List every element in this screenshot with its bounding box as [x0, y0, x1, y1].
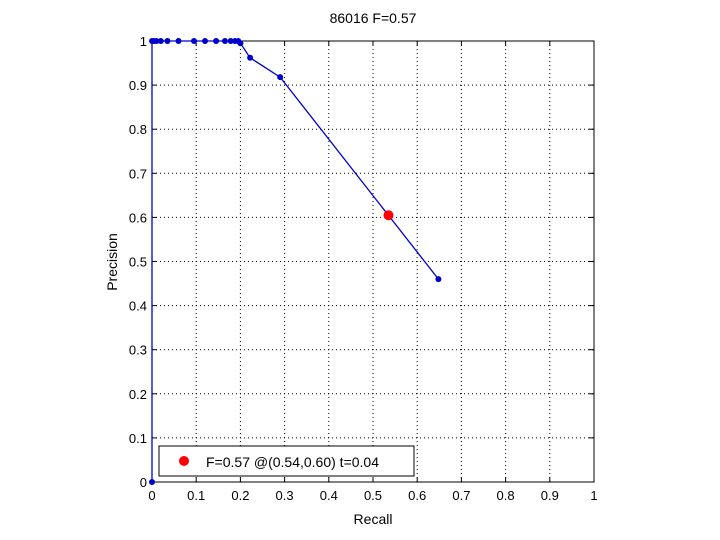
- pr-curve-point: [221, 38, 228, 44]
- y-tick-label: 0: [140, 475, 147, 490]
- pr-curve-point: [157, 38, 164, 44]
- pr-curve-point: [202, 38, 209, 44]
- x-tick-label: 0: [148, 488, 155, 503]
- pr-curve-point: [435, 276, 442, 283]
- x-tick-label: 0.5: [364, 488, 382, 503]
- legend-box: [158, 445, 415, 477]
- x-axis-label: Recall: [354, 511, 393, 527]
- y-axis-label: Precision: [104, 233, 120, 291]
- legend: F=0.57 @(0.54,0.60) t=0.04: [158, 445, 415, 477]
- x-tick-label: 0.8: [497, 488, 515, 503]
- y-tick-label: 0.7: [129, 166, 147, 181]
- legend-label: F=0.57 @(0.54,0.60) t=0.04: [206, 454, 379, 470]
- x-tick-label: 1: [590, 488, 597, 503]
- x-tick-label: 0.3: [276, 488, 294, 503]
- pr-curve-point: [164, 38, 171, 44]
- series-group: [149, 38, 442, 485]
- axis-ticks: 0 0.1 0.2 0.3 0.4 0.5 0.6 0.7 0.8 0.9 1 0 0.1 0.2 0.3 0…: [129, 34, 598, 503]
- pr-curve-point: [175, 38, 182, 44]
- pr-curve-point: [277, 74, 284, 81]
- pr-curve-point: [153, 38, 160, 44]
- y-tick-label: 0.4: [129, 299, 147, 314]
- y-tick-label: 0.2: [129, 387, 147, 402]
- best-f-point: [383, 210, 394, 221]
- x-tick-label: 0.6: [408, 488, 426, 503]
- pr-curve-point: [213, 38, 220, 44]
- y-tick-label: 0.1: [129, 431, 147, 446]
- x-tick-label: 0.1: [187, 488, 205, 503]
- pr-curve-point: [227, 38, 234, 44]
- pr-curve-point: [247, 54, 254, 61]
- pr-curve-point: [190, 38, 197, 44]
- legend-marker: [179, 456, 189, 466]
- y-tick-label: 1: [140, 34, 147, 49]
- y-tick-label: 0.8: [129, 122, 147, 137]
- pr-curve-point: [237, 40, 244, 47]
- y-tick-label: 0.6: [129, 210, 147, 225]
- x-tick-label: 0.7: [452, 488, 470, 503]
- x-tick-label: 0.2: [231, 488, 249, 503]
- y-tick-label: 0.3: [129, 343, 147, 358]
- y-tick-label: 0.9: [129, 78, 147, 93]
- x-tick-label: 0.4: [320, 488, 338, 503]
- y-tick-label: 0.5: [129, 255, 147, 270]
- x-tick-label: 0.9: [541, 488, 559, 503]
- chart-title: 86016 F=0.57: [330, 10, 417, 26]
- pr-curve-point: [149, 479, 155, 485]
- grid-lines: [152, 41, 594, 482]
